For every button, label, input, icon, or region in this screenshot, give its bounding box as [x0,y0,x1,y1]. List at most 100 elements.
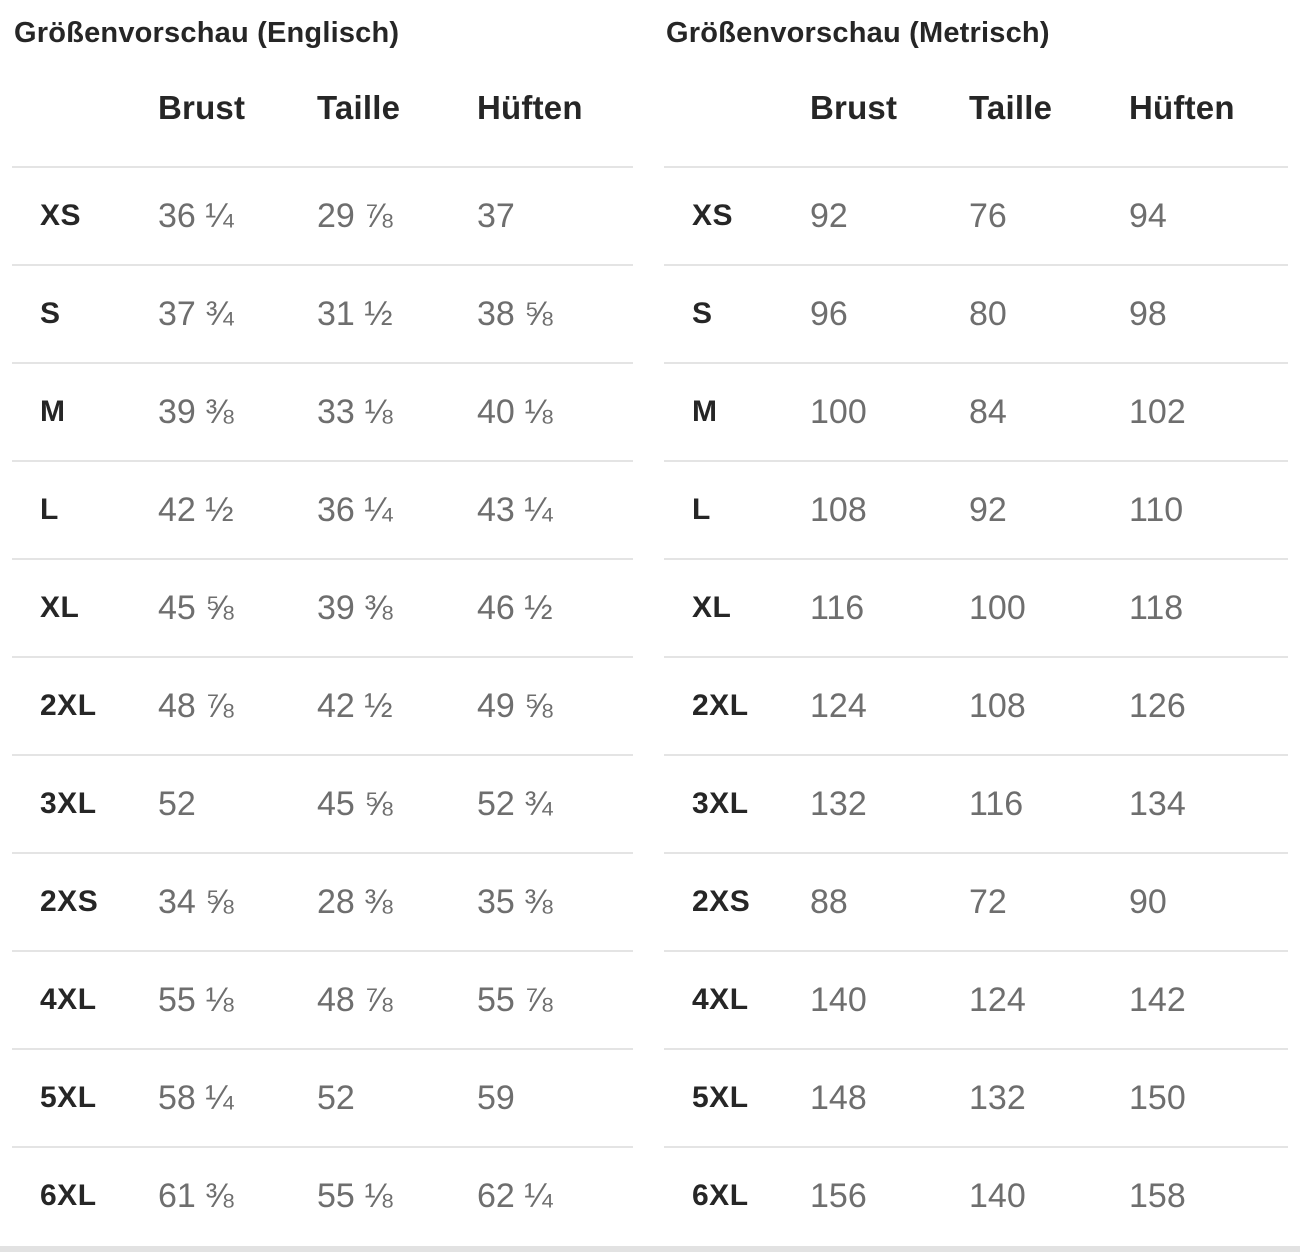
size-label: XL [40,591,80,624]
size-label: 2XL [692,689,749,722]
measurement-value: 40 ⅛ [477,392,553,431]
size-table: Größenvorschau (Metrisch) Brust Taille Hüf… [664,0,1288,1244]
row-divider [664,852,1288,854]
header-row: Brust Taille Hüften [12,50,633,166]
measurement-value: 52 ¾ [477,784,553,823]
table-row: XL 45 ⅝ 39 ⅜ 46 ½ [12,560,633,656]
measurement-value: 48 ⅞ [317,980,393,1019]
measurement-value: 38 ⅝ [477,294,553,333]
measurement-value: 62 ¼ [477,1176,553,1215]
measurement-value: 45 ⅝ [317,784,393,823]
measurement-value: 48 ⅞ [158,686,234,725]
measurement-value: 34 ⅝ [158,882,234,921]
row-divider [12,852,633,854]
row-divider [12,264,633,266]
measurement-value: 37 ¾ [158,294,234,333]
row-divider [664,754,1288,756]
measurement-value: 132 [969,1078,1026,1117]
row-divider [664,362,1288,364]
size-label: 3XL [692,787,749,820]
table-row: 2XL 48 ⅞ 42 ½ 49 ⅝ [12,658,633,754]
measurement-value: 84 [969,392,1007,431]
measurement-value: 55 ⅛ [317,1176,393,1215]
measurement-value: 42 ½ [158,490,234,529]
measurement-value: 108 [969,686,1026,725]
size-label: XS [692,199,734,232]
row-divider [12,460,633,462]
measurement-value: 140 [810,980,867,1019]
table-row: L 42 ½ 36 ¼ 43 ¼ [12,462,633,558]
measurement-value: 132 [810,784,867,823]
row-divider [12,1048,633,1050]
measurement-value: 55 ⅞ [477,980,553,1019]
measurement-value: 116 [810,588,865,627]
table-row: 6XL 156 140 158 [664,1148,1288,1244]
table-row: L 108 92 110 [664,462,1288,558]
measurement-value: 58 ¼ [158,1078,234,1117]
measurement-value: 55 ⅛ [158,980,234,1019]
size-label: 6XL [692,1179,749,1212]
table-row: XS 92 76 94 [664,168,1288,264]
size-label: M [692,395,718,428]
table-row: S 96 80 98 [664,266,1288,362]
size-label: 5XL [40,1081,97,1114]
measurement-value: 36 ¼ [158,196,234,235]
size-label: 6XL [40,1179,97,1212]
row-divider [12,1146,633,1148]
row-divider [664,656,1288,658]
measurement-value: 148 [810,1078,867,1117]
row-divider [664,1146,1288,1148]
measurement-value: 118 [1129,588,1184,627]
measurement-value: 39 ⅜ [158,392,234,431]
measurement-value: 39 ⅜ [317,588,393,627]
table-title: Größenvorschau (Englisch) [14,17,400,49]
measurement-value: 72 [969,882,1007,921]
measurement-value: 156 [810,1176,867,1215]
row-divider [664,166,1288,168]
measurement-value: 45 ⅝ [158,588,234,627]
row-divider [12,362,633,364]
size-label: 2XL [40,689,97,722]
measurement-value: 28 ⅜ [317,882,393,921]
measurement-value: 140 [969,1176,1026,1215]
row-divider [12,558,633,560]
measurement-value: 46 ½ [477,588,553,627]
measurement-value: 35 ⅜ [477,882,553,921]
measurement-value: 52 [158,784,196,823]
measurement-value: 29 ⅞ [317,196,393,235]
table-row: XL 116 100 118 [664,560,1288,656]
size-label: 4XL [692,983,749,1016]
table-title: Größenvorschau (Metrisch) [666,17,1050,49]
size-label: 2XS [692,885,751,918]
measurement-value: 43 ¼ [477,490,553,529]
table-row: M 39 ⅜ 33 ⅛ 40 ⅛ [12,364,633,460]
table-row: 4XL 55 ⅛ 48 ⅞ 55 ⅞ [12,952,633,1048]
measurement-value: 52 [317,1078,355,1117]
measurement-value: 100 [810,392,867,431]
measurement-value: 31 ½ [317,294,393,333]
row-divider [664,264,1288,266]
size-table: Größenvorschau (Englisch) Brust Taille Hüf… [12,0,633,1244]
measurement-value: 102 [1129,392,1186,431]
column-header: Brust [810,89,898,126]
measurement-value: 92 [969,490,1007,529]
size-label: S [40,297,61,330]
table-row: XS 36 ¼ 29 ⅞ 37 [12,168,633,264]
row-divider [12,754,633,756]
table-row: 2XS 34 ⅝ 28 ⅜ 35 ⅜ [12,854,633,950]
column-header: Hüften [1129,89,1235,126]
measurement-value: 94 [1129,196,1167,235]
table-row: M 100 84 102 [664,364,1288,460]
measurement-value: 142 [1129,980,1186,1019]
measurement-value: 126 [1129,686,1186,725]
row-divider [12,166,633,168]
size-label: L [692,493,711,526]
table-row: 2XS 88 72 90 [664,854,1288,950]
table-row: 4XL 140 124 142 [664,952,1288,1048]
measurement-value: 116 [969,784,1024,823]
table-row: 3XL 132 116 134 [664,756,1288,852]
measurement-value: 33 ⅛ [317,392,393,431]
table-body: XS 36 ¼ 29 ⅞ 37 S 37 ¾ 31 ½ 38 ⅝ M 39 ⅜ 33 ⅛ 40 ⅛ L 4… [12,166,633,1244]
